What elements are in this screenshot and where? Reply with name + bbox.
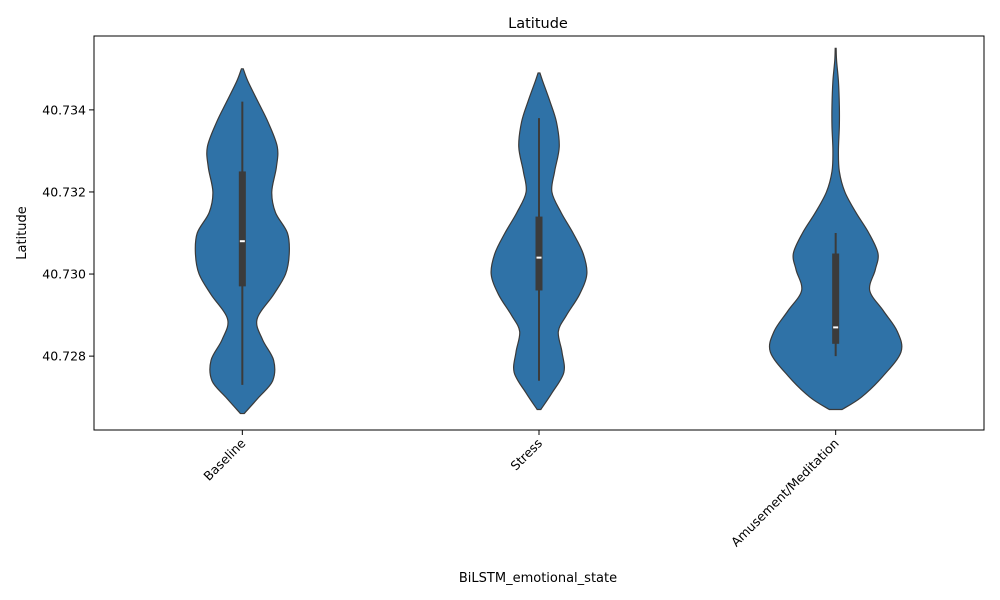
x-axis-label: BiLSTM_emotional_state bbox=[459, 571, 617, 586]
y-tick-label: 40.734 bbox=[42, 102, 86, 117]
y-tick-label: 40.730 bbox=[42, 267, 86, 282]
violin-iqr-box bbox=[535, 216, 543, 291]
x-tick-label: Baseline bbox=[200, 435, 248, 483]
y-axis-label: Latitude bbox=[15, 206, 30, 260]
y-tick-label: 40.732 bbox=[42, 184, 86, 199]
violin-iqr-box bbox=[832, 253, 840, 344]
violin-body bbox=[768, 47, 903, 411]
y-axis: 40.728 40.730 40.732 40.734 bbox=[42, 102, 94, 364]
x-axis: Baseline Stress Amusement/Meditation bbox=[200, 430, 842, 550]
x-tick-label: Amusement/Meditation bbox=[728, 436, 842, 550]
violin-iqr-box bbox=[238, 171, 246, 287]
plot-frame bbox=[93, 35, 985, 431]
y-tick-label: 40.728 bbox=[42, 349, 86, 364]
chart-title: Latitude bbox=[508, 16, 568, 32]
violin-group bbox=[194, 47, 903, 415]
x-tick-label: Stress bbox=[507, 436, 545, 474]
